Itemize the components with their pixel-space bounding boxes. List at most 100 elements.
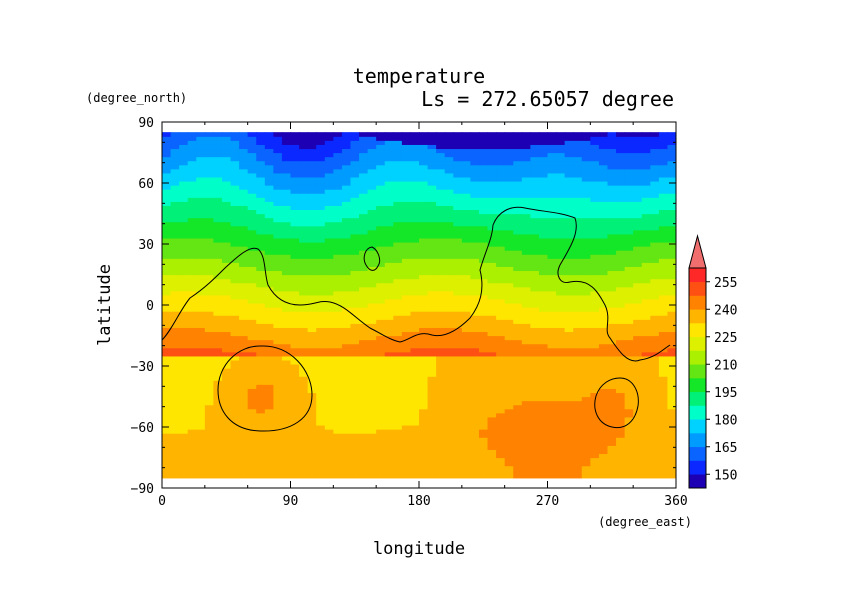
- field-cell: [307, 140, 317, 145]
- field-cell: [427, 152, 437, 158]
- field-cell: [221, 404, 232, 410]
- field-cell: [461, 152, 471, 158]
- field-cell: [650, 433, 660, 438]
- field-cell: [658, 359, 669, 365]
- field-cell: [633, 473, 643, 479]
- field-cell: [221, 282, 232, 288]
- field-cell: [204, 246, 214, 251]
- field-cell: [590, 197, 600, 202]
- field-cell: [487, 408, 497, 414]
- field-cell: [504, 278, 514, 284]
- field-cell: [393, 331, 403, 337]
- field-cell: [376, 449, 386, 455]
- field-cell: [444, 392, 454, 398]
- field-cell: [598, 343, 609, 349]
- field-cell: [204, 412, 214, 418]
- field-cell: [633, 189, 643, 194]
- field-cell: [247, 298, 257, 304]
- field-cell: [359, 307, 369, 312]
- field-cell: [350, 140, 360, 145]
- field-cell: [461, 290, 471, 296]
- field-cell: [581, 323, 591, 328]
- field-cell: [538, 250, 549, 255]
- field-cell: [590, 347, 600, 353]
- field-cell: [436, 445, 446, 450]
- field-cell: [436, 469, 446, 475]
- y-axis-label: latitude: [95, 264, 115, 346]
- field-cell: [444, 465, 454, 471]
- field-cell: [162, 168, 172, 174]
- field-cell: [444, 433, 454, 438]
- field-cell: [239, 323, 249, 328]
- field-cell: [461, 457, 471, 463]
- field-cell: [487, 286, 497, 292]
- field-cell: [316, 388, 326, 394]
- field-cell: [384, 323, 394, 328]
- field-cell: [538, 429, 549, 434]
- field-cell: [598, 140, 609, 145]
- field-cell: [590, 363, 600, 369]
- field-cell: [401, 229, 412, 235]
- field-cell: [547, 461, 557, 467]
- field-cell: [564, 404, 574, 410]
- field-cell: [607, 213, 617, 219]
- field-cell: [470, 323, 480, 328]
- field-cell: [299, 185, 309, 190]
- field-cell: [324, 168, 334, 174]
- field-cell: [598, 270, 609, 276]
- field-cell: [393, 201, 403, 206]
- field-cell: [530, 164, 540, 170]
- field-cell: [341, 274, 352, 280]
- field-cell: [307, 473, 317, 479]
- field-cell: [624, 351, 634, 357]
- field-cell: [590, 160, 600, 166]
- field-cell: [367, 307, 377, 312]
- field-cell: [367, 343, 377, 349]
- field-cell: [359, 327, 369, 333]
- field-cell: [633, 176, 643, 182]
- field-cell: [616, 323, 626, 328]
- field-cell: [230, 152, 240, 158]
- field-cell: [179, 319, 189, 324]
- field-cell: [384, 140, 394, 145]
- field-cell: [658, 363, 669, 369]
- field-cell: [436, 388, 446, 394]
- field-cell: [341, 282, 352, 288]
- field-cell: [624, 148, 634, 154]
- field-cell: [590, 445, 600, 450]
- field-cell: [393, 197, 403, 202]
- field-cell: [341, 176, 352, 182]
- field-cell: [299, 449, 309, 455]
- field-cell: [376, 461, 386, 467]
- field-cell: [281, 270, 292, 276]
- field-cell: [316, 209, 326, 215]
- field-cell: [427, 237, 437, 243]
- field-cell: [401, 160, 412, 166]
- field-cell: [256, 359, 266, 365]
- field-cell: [350, 469, 360, 475]
- field-cell: [633, 465, 643, 471]
- field-cell: [290, 221, 300, 227]
- field-cell: [556, 437, 566, 442]
- field-cell: [204, 221, 214, 227]
- field-cell: [162, 465, 172, 471]
- field-cell: [581, 266, 591, 272]
- field-cell: [436, 221, 446, 227]
- field-cell: [461, 241, 471, 247]
- field-cell: [650, 168, 660, 174]
- field-cell: [359, 347, 369, 353]
- field-cell: [299, 160, 309, 166]
- field-cell: [444, 152, 454, 158]
- field-cell: [273, 335, 283, 341]
- field-cell: [213, 201, 223, 206]
- field-cell: [264, 412, 274, 418]
- field-cell: [667, 294, 676, 300]
- field-cell: [633, 286, 643, 292]
- field-cell: [359, 433, 369, 438]
- field-cell: [324, 193, 334, 198]
- field-cell: [513, 437, 523, 442]
- field-cell: [453, 412, 463, 418]
- field-cell: [513, 392, 523, 398]
- field-cell: [590, 355, 600, 361]
- field-cell: [273, 168, 283, 174]
